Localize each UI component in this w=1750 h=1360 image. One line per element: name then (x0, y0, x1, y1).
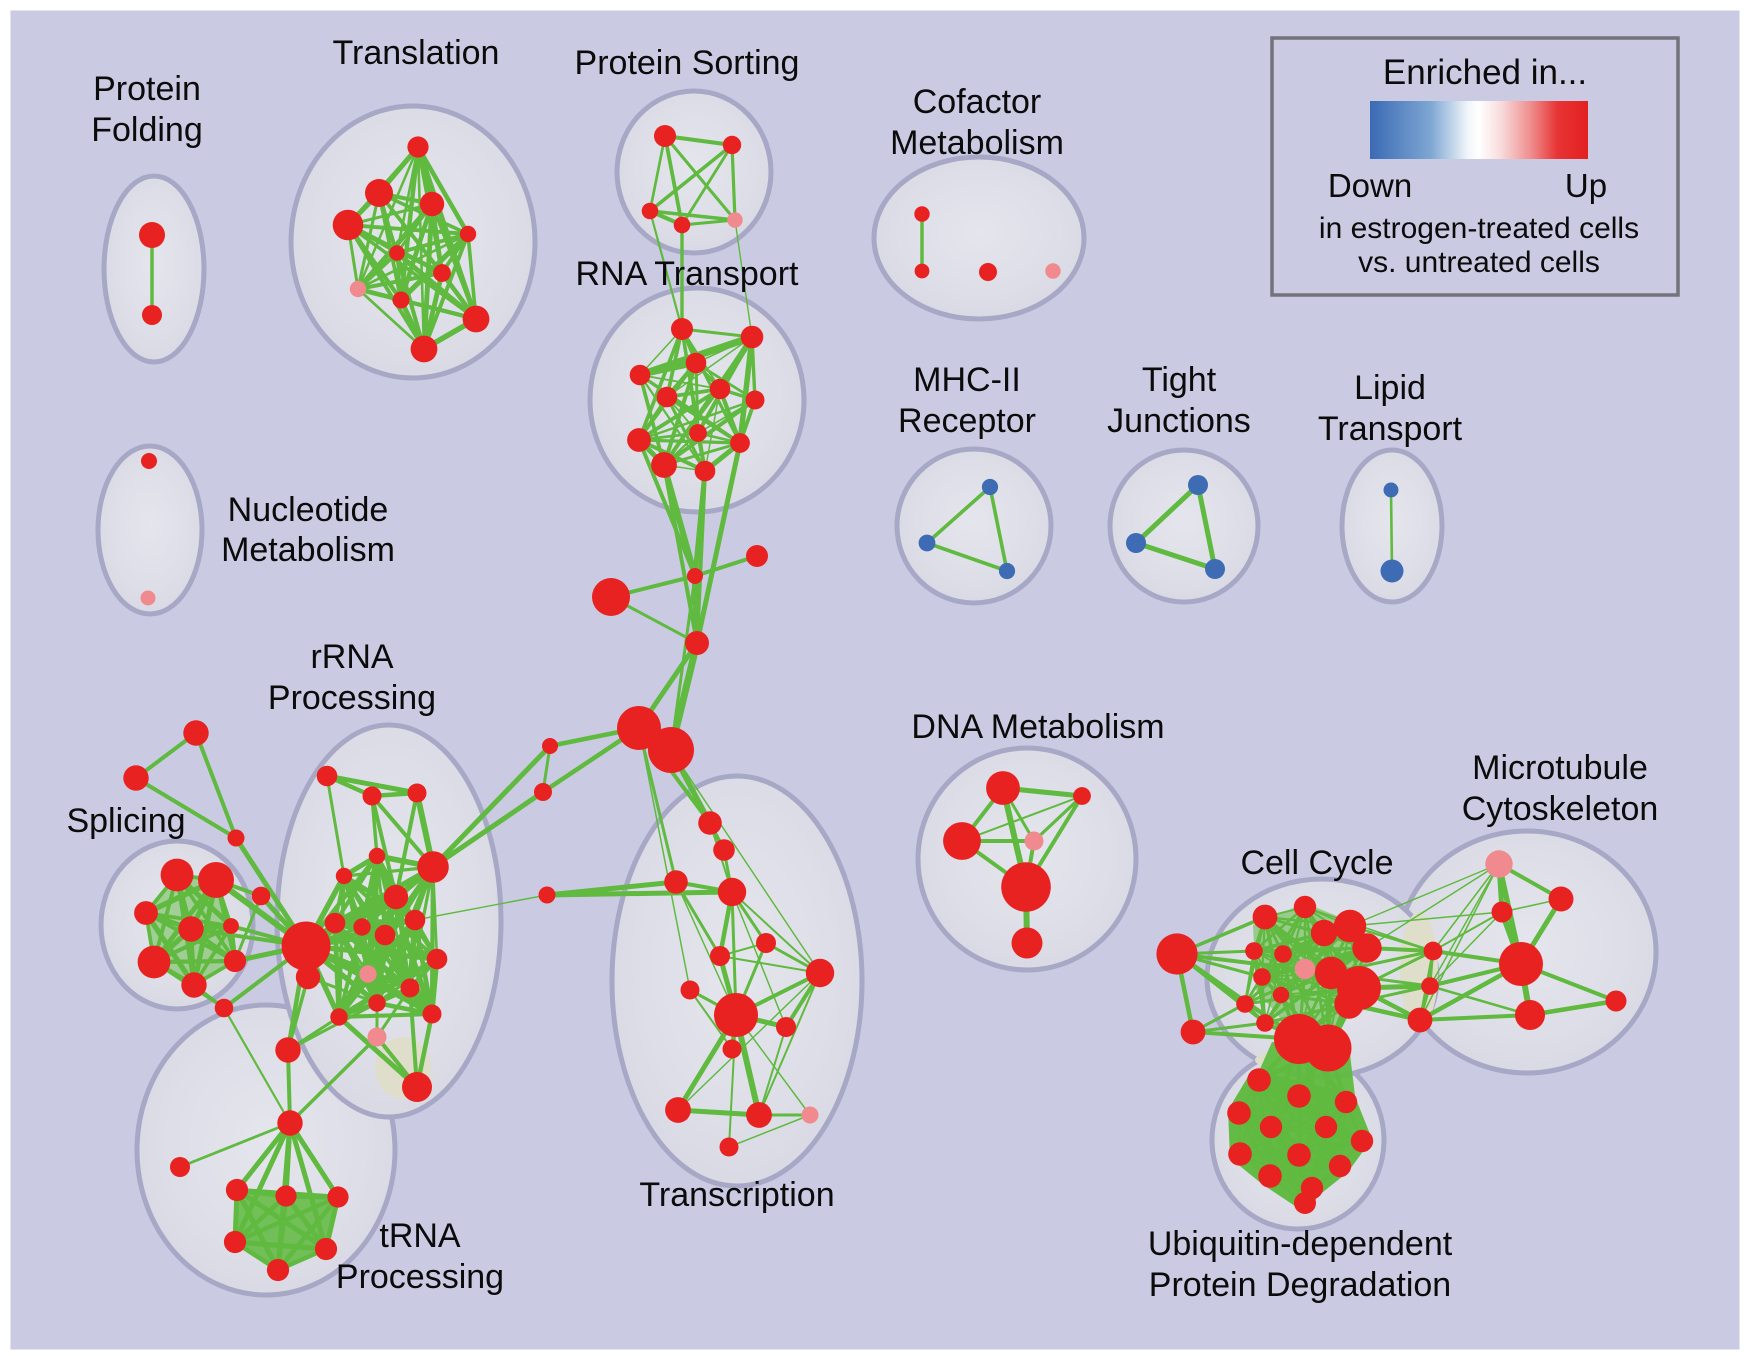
svg-text:Metabolism: Metabolism (890, 124, 1064, 162)
svg-text:Up: Up (1565, 167, 1607, 204)
svg-text:DNA Metabolism: DNA Metabolism (911, 708, 1164, 746)
svg-text:Ubiquitin-dependent: Ubiquitin-dependent (1148, 1225, 1453, 1263)
svg-text:Down: Down (1328, 167, 1412, 204)
svg-text:Nucleotide: Nucleotide (228, 491, 389, 529)
svg-text:Protein Sorting: Protein Sorting (575, 44, 800, 82)
svg-text:Folding: Folding (91, 111, 203, 149)
svg-text:Receptor: Receptor (898, 402, 1036, 440)
svg-text:Translation: Translation (333, 34, 500, 72)
svg-text:tRNA: tRNA (379, 1217, 461, 1255)
svg-text:vs. untreated cells: vs. untreated cells (1358, 246, 1600, 279)
svg-text:Junctions: Junctions (1107, 402, 1251, 440)
svg-text:RNA Transport: RNA Transport (576, 255, 800, 293)
svg-text:Tight: Tight (1142, 361, 1217, 399)
svg-text:Processing: Processing (336, 1258, 504, 1296)
svg-text:Metabolism: Metabolism (221, 531, 395, 569)
svg-text:Transcription: Transcription (639, 1176, 834, 1214)
svg-text:Enriched in...: Enriched in... (1383, 53, 1587, 92)
svg-text:Cell Cycle: Cell Cycle (1240, 844, 1393, 882)
svg-text:Cytoskeleton: Cytoskeleton (1462, 790, 1659, 828)
svg-text:Splicing: Splicing (66, 802, 185, 840)
svg-text:rRNA: rRNA (310, 638, 393, 676)
svg-text:in estrogen-treated cells: in estrogen-treated cells (1319, 212, 1639, 245)
svg-text:Protein: Protein (93, 70, 201, 108)
svg-text:Cofactor: Cofactor (913, 83, 1042, 121)
svg-text:Microtubule: Microtubule (1472, 749, 1648, 787)
svg-text:Lipid: Lipid (1354, 369, 1426, 407)
svg-text:Transport: Transport (1318, 410, 1463, 448)
svg-text:Processing: Processing (268, 679, 436, 717)
svg-text:MHC-II: MHC-II (913, 361, 1021, 399)
svg-text:Protein Degradation: Protein Degradation (1149, 1266, 1451, 1304)
